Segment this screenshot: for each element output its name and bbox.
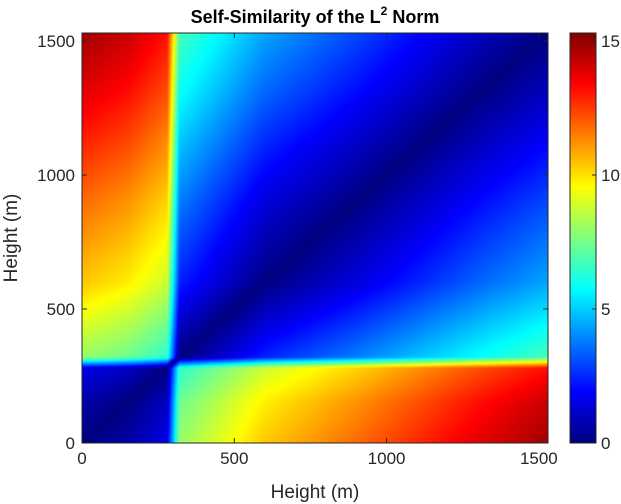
x-tick-label: 0	[77, 449, 86, 468]
y-tick-label: 1000	[37, 166, 75, 185]
x-axis: 0 500 1000 1500	[77, 33, 558, 468]
colorbar-tick-label: 5	[601, 300, 610, 319]
x-tick-label: 500	[220, 449, 248, 468]
chart-title: Self-Similarity of the L2 Norm	[191, 4, 440, 27]
heatmap-image	[82, 33, 548, 443]
colorbar-frame	[569, 32, 597, 444]
x-axis-label: Height (m)	[271, 482, 360, 503]
y-tick-label: 1500	[37, 32, 75, 51]
colorbar-axis: 0 5 10 15	[592, 32, 620, 453]
y-axis: 0 500 1000 1500	[37, 32, 548, 453]
x-tick-label: 1500	[520, 449, 558, 468]
y-axis-label: Height (m)	[1, 194, 22, 283]
colorbar-gradient	[570, 33, 596, 443]
colorbar-tick-label: 15	[601, 32, 620, 51]
colorbar-tick-label: 10	[601, 166, 620, 185]
colorbar-tick-label: 0	[601, 434, 610, 453]
x-tick-label: 1000	[368, 449, 406, 468]
y-tick-label: 0	[66, 434, 75, 453]
plot-frame	[81, 32, 549, 444]
y-tick-label: 500	[47, 300, 75, 319]
